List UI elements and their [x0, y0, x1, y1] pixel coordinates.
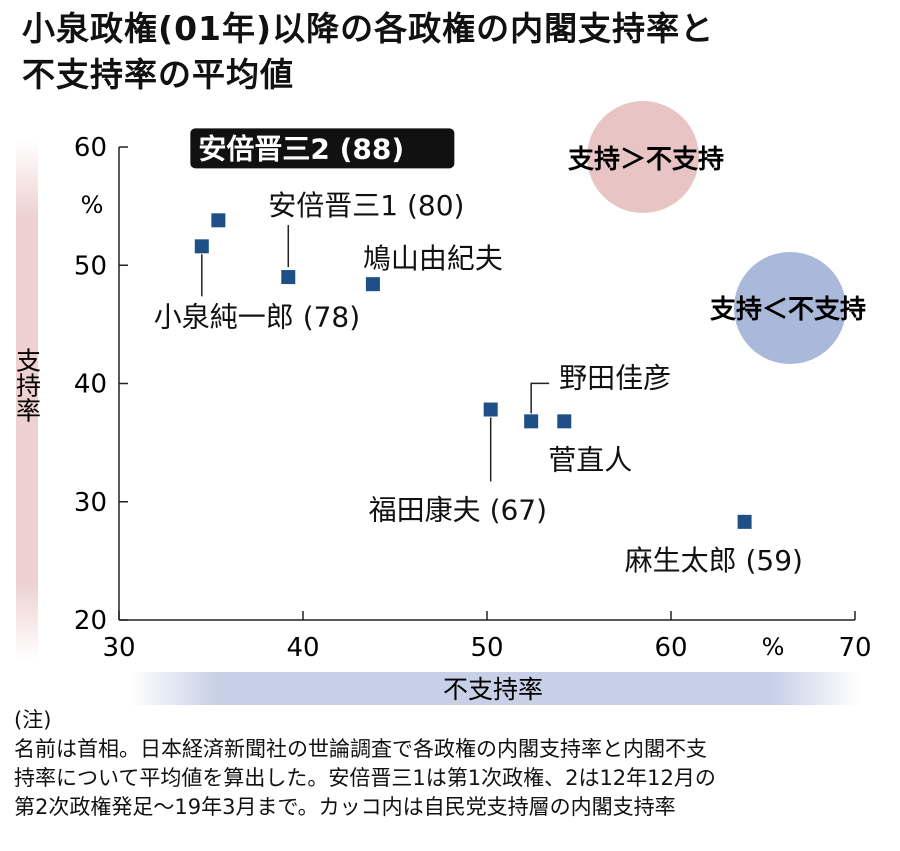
- title-line-1: 小泉政権(01年)以降の各政権の内閣支持率と: [22, 9, 715, 48]
- highlight-label-box: [190, 128, 455, 169]
- y-tick-label: 20: [74, 606, 107, 636]
- x-tick-label: 60: [654, 633, 687, 663]
- point-label: 安倍晋三2 (88): [198, 132, 404, 165]
- point-label: 鳩山由紀夫: [363, 242, 503, 275]
- note-line-2: 持率について平均値を算出した。安倍晋三1は第1次政権、2は12年12月の: [14, 766, 716, 790]
- data-point: [365, 277, 380, 292]
- x-tick-label: 50: [470, 633, 503, 663]
- chart-title: 小泉政権(01年)以降の各政権の内閣支持率と 不支持率の平均値: [22, 6, 882, 98]
- point-label: 小泉純一郎 (78): [154, 300, 360, 333]
- y-axis-label: 支持率: [13, 348, 42, 423]
- point-label: 福田康夫 (67): [369, 494, 547, 527]
- legend-circle-gt: [587, 101, 699, 213]
- point-label: 菅直人: [548, 443, 632, 476]
- leader-line: [530, 382, 550, 414]
- data-point: [524, 414, 539, 429]
- note-line-3: 第2次政権発足～19年3月まで。カッコ内は自民党支持層の内閣支持率: [14, 795, 676, 819]
- point-labels: 小泉純一郎 (78) 安倍晋三2 (88) 安倍晋三1 (80) 鳩山由紀夫福田康夫 …: [154, 128, 803, 577]
- data-point: [483, 402, 498, 417]
- title-line-2: 不支持率の平均値: [22, 55, 294, 94]
- point-label: 野田佳彦: [559, 361, 671, 394]
- y-tick-label: 30: [74, 488, 107, 518]
- y-tick-label: 60: [74, 133, 107, 163]
- point-label: 麻生太郎 (59): [625, 544, 803, 577]
- y-axis-band: [16, 140, 38, 660]
- data-point: [737, 514, 752, 529]
- x-tick-label: 70: [838, 633, 871, 663]
- x-axis-label: 不支持率: [443, 675, 543, 704]
- y-tick-label: 40: [74, 370, 107, 400]
- y-unit-label: %: [81, 191, 104, 219]
- data-point: [281, 270, 296, 285]
- note-head: (注): [14, 708, 52, 732]
- data-point: [194, 239, 209, 254]
- legend-circle-lt: [734, 252, 846, 364]
- data-points: [194, 213, 752, 529]
- legend-label-gt: 支持＞不支持: [568, 145, 724, 175]
- notes: (注) 名前は首相。日本経済新聞社の世論調査で各政権の内閣支持率と内閣不支 持率…: [14, 706, 890, 822]
- x-axis-band: [130, 672, 860, 705]
- legend-label-lt: 支持＜不支持: [710, 295, 866, 325]
- x-tick-label: 40: [286, 633, 319, 663]
- x-unit-label: %: [762, 633, 785, 661]
- y-ticks: 20 30 40 50 60: [74, 133, 128, 636]
- note-line-1: 名前は首相。日本経済新聞社の世論調査で各政権の内閣支持率と内閣不支: [14, 737, 707, 761]
- data-point: [211, 213, 226, 228]
- x-tick-label: 30: [102, 633, 135, 663]
- x-ticks: 30 40 50 60 70: [102, 611, 872, 663]
- point-label: 安倍晋三1 (80): [268, 189, 464, 222]
- y-tick-label: 50: [74, 251, 107, 281]
- data-point: [557, 414, 572, 429]
